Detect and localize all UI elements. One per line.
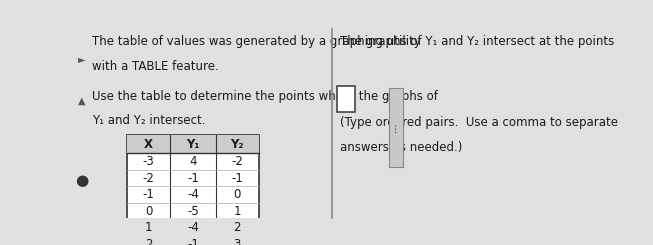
Text: (Type ordered pairs.  Use a comma to separate: (Type ordered pairs. Use a comma to sepa… xyxy=(340,116,618,129)
Text: -2: -2 xyxy=(143,172,155,184)
Text: -1: -1 xyxy=(231,172,243,184)
Text: 1: 1 xyxy=(145,221,152,234)
Text: -5: -5 xyxy=(187,205,199,218)
Text: -4: -4 xyxy=(187,221,199,234)
Bar xyxy=(127,135,259,153)
Text: Use the table to determine the points where the graphs of: Use the table to determine the points wh… xyxy=(91,90,438,103)
Text: 4: 4 xyxy=(189,155,197,168)
Text: X: X xyxy=(144,138,153,151)
Text: ►: ► xyxy=(78,55,85,65)
Text: -1: -1 xyxy=(187,172,199,184)
Text: ▲: ▲ xyxy=(78,96,85,106)
Text: 1: 1 xyxy=(234,205,241,218)
Text: with a TABLE feature.: with a TABLE feature. xyxy=(91,60,219,73)
Text: The table of values was generated by a graphing utility: The table of values was generated by a g… xyxy=(91,35,421,48)
Text: The graphs of Y₁ and Y₂ intersect at the points: The graphs of Y₁ and Y₂ intersect at the… xyxy=(340,35,614,48)
Text: 0: 0 xyxy=(234,188,241,201)
Text: 2: 2 xyxy=(145,238,152,245)
Text: -3: -3 xyxy=(143,155,155,168)
Text: ⋯: ⋯ xyxy=(390,122,401,132)
Text: 3: 3 xyxy=(234,238,241,245)
Bar xyxy=(337,86,355,112)
Text: -1: -1 xyxy=(143,188,155,201)
Text: Y₁: Y₁ xyxy=(186,138,200,151)
Text: 2: 2 xyxy=(234,221,241,234)
Text: -2: -2 xyxy=(231,155,243,168)
Bar xyxy=(127,135,259,245)
Text: -1: -1 xyxy=(187,238,199,245)
Text: answers as needed.): answers as needed.) xyxy=(340,141,462,154)
Text: 0: 0 xyxy=(145,205,152,218)
Text: -4: -4 xyxy=(187,188,199,201)
Text: Y₁ and Y₂ intersect.: Y₁ and Y₂ intersect. xyxy=(91,114,205,127)
Text: ●: ● xyxy=(76,173,89,188)
Text: Y₂: Y₂ xyxy=(231,138,244,151)
